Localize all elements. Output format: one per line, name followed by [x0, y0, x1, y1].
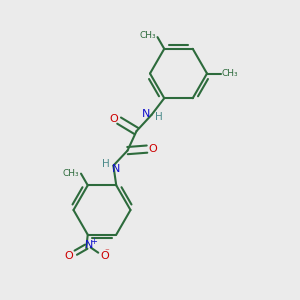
Text: N: N [85, 240, 93, 250]
Text: N: N [142, 109, 150, 119]
Text: O: O [148, 143, 157, 154]
Text: CH₃: CH₃ [63, 169, 80, 178]
Text: ⁻: ⁻ [105, 247, 110, 256]
Text: O: O [100, 251, 109, 261]
Text: O: O [109, 114, 118, 124]
Text: CH₃: CH₃ [222, 69, 238, 78]
Text: N: N [112, 164, 120, 174]
Text: H: H [155, 112, 163, 122]
Text: +: + [90, 237, 97, 246]
Text: CH₃: CH₃ [140, 31, 156, 40]
Text: H: H [102, 159, 110, 169]
Text: O: O [65, 251, 74, 261]
